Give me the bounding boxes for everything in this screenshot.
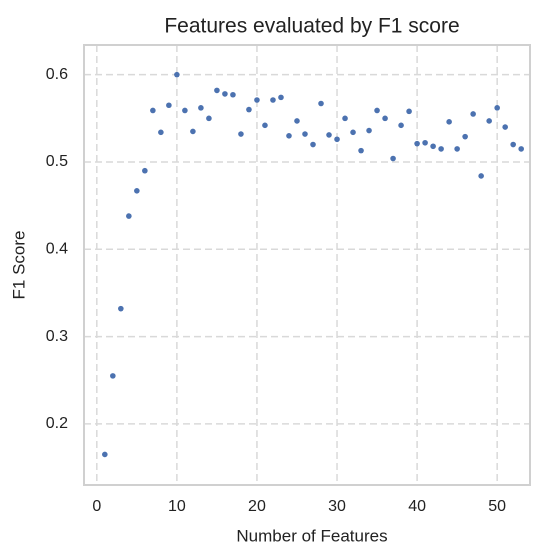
point bbox=[494, 105, 500, 111]
point bbox=[382, 115, 388, 122]
point bbox=[310, 141, 316, 148]
point bbox=[118, 305, 124, 312]
point bbox=[518, 146, 524, 152]
point bbox=[246, 106, 252, 113]
point bbox=[510, 141, 516, 148]
point bbox=[430, 143, 436, 150]
point bbox=[174, 71, 180, 78]
point bbox=[454, 146, 460, 152]
y-tick-label: 0.5 bbox=[46, 153, 68, 170]
point bbox=[278, 94, 284, 101]
point bbox=[478, 173, 484, 179]
point bbox=[318, 100, 324, 107]
x-tick-label: 0 bbox=[92, 498, 101, 515]
point bbox=[262, 122, 268, 129]
point bbox=[358, 147, 364, 154]
point bbox=[438, 146, 444, 152]
point bbox=[166, 102, 172, 109]
point bbox=[150, 107, 156, 114]
y-tick-label: 0.2 bbox=[46, 415, 68, 432]
point bbox=[422, 139, 428, 146]
x-tick-label: 50 bbox=[488, 498, 506, 515]
point bbox=[294, 118, 300, 124]
point bbox=[270, 97, 276, 103]
y-tick-label: 0.6 bbox=[46, 66, 68, 83]
point bbox=[390, 155, 396, 162]
point bbox=[470, 111, 476, 117]
point bbox=[230, 91, 236, 98]
point bbox=[366, 127, 372, 134]
point bbox=[302, 131, 308, 137]
point bbox=[222, 91, 228, 97]
point bbox=[142, 167, 148, 174]
point bbox=[374, 107, 380, 114]
y-axis-label: F1 Score bbox=[9, 231, 28, 300]
point bbox=[198, 105, 204, 111]
point bbox=[446, 119, 452, 125]
x-tick-label: 30 bbox=[328, 498, 346, 515]
point bbox=[286, 132, 292, 139]
point bbox=[190, 128, 196, 135]
point bbox=[214, 87, 220, 94]
point bbox=[398, 122, 404, 129]
point bbox=[182, 107, 188, 114]
point bbox=[326, 132, 332, 138]
y-tick-label: 0.4 bbox=[46, 241, 68, 258]
point bbox=[126, 213, 132, 219]
x-axis-label: Number of Features bbox=[236, 526, 387, 545]
point bbox=[334, 136, 340, 143]
point bbox=[486, 118, 492, 124]
point bbox=[158, 129, 164, 136]
point bbox=[342, 115, 348, 122]
point bbox=[102, 451, 108, 458]
point bbox=[254, 97, 260, 103]
point bbox=[134, 187, 140, 194]
point bbox=[414, 140, 420, 147]
point bbox=[462, 133, 468, 140]
x-tick-label: 10 bbox=[168, 498, 186, 515]
point bbox=[502, 124, 508, 130]
y-tick-label: 0.3 bbox=[46, 328, 68, 345]
point bbox=[406, 108, 412, 115]
chart-title: Features evaluated by F1 score bbox=[164, 15, 459, 38]
point bbox=[350, 129, 356, 136]
x-tick-label: 40 bbox=[408, 498, 426, 515]
point bbox=[238, 131, 244, 137]
plot-frame bbox=[83, 44, 531, 486]
point bbox=[110, 373, 116, 379]
point bbox=[206, 115, 212, 122]
x-tick-label: 20 bbox=[248, 498, 266, 515]
